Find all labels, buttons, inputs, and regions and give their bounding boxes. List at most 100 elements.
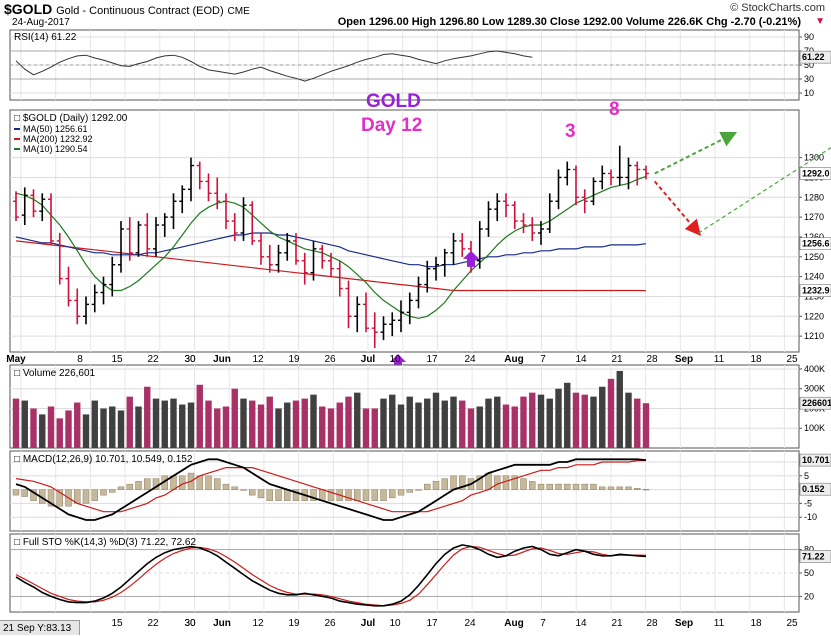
sto-title: □ Full STO %K(14,3) %D(3) 71.22, 72.62 — [14, 537, 196, 548]
x-tick-label-bottom: 26 — [324, 618, 336, 629]
volume-bar — [109, 407, 115, 449]
macd-histogram-bar — [591, 484, 597, 490]
volume-bar — [39, 414, 45, 448]
symbol-label: $GOLD Gold - Continuous Contract (EOD) C… — [4, 1, 250, 17]
volume-bar — [48, 407, 54, 449]
volume-bar — [433, 393, 439, 448]
volume-bar — [65, 410, 71, 448]
x-tick-label: 28 — [646, 354, 658, 365]
x-tick-label-bottom: 25 — [786, 618, 798, 629]
volume-bar — [555, 389, 561, 448]
macd-histogram-bar — [626, 487, 632, 490]
volume-bar — [573, 393, 579, 448]
macd-histogram-bar — [127, 484, 133, 490]
x-tick-label: Sep — [675, 354, 693, 365]
x-tick-label-bottom: Aug — [504, 618, 523, 629]
volume-bar — [83, 414, 89, 448]
x-tick-label-bottom: 12 — [252, 618, 264, 629]
macd-histogram-bar — [494, 476, 500, 490]
x-tick-label: 26 — [324, 354, 336, 365]
x-tick-label: 7 — [540, 354, 546, 365]
macd-histogram-bar — [556, 484, 562, 490]
x-tick-label: 30 — [184, 354, 196, 365]
volume-bar — [424, 399, 430, 448]
volume-bar — [503, 405, 509, 448]
macd-histogram-bar — [214, 479, 220, 490]
volume-bar — [188, 403, 194, 448]
x-tick-label-bottom: Sep — [675, 618, 693, 629]
exchange: CME — [228, 6, 250, 17]
x-tick-label: Aug — [504, 354, 523, 365]
price-current-label: 1292.0 — [802, 168, 830, 178]
macd-histogram-bar — [529, 481, 535, 489]
volume-bar — [407, 397, 413, 448]
rsi-current-label: 61.22 — [802, 52, 825, 62]
macd-histogram-bar — [144, 479, 150, 490]
rsi-axis-tick-label: 30 — [804, 74, 814, 84]
macd-histogram-bar — [206, 476, 212, 490]
x-tick-label: 24 — [464, 354, 476, 365]
macd-hist-current-label: 0.152 — [802, 484, 825, 494]
volume-bar — [13, 399, 19, 448]
header-date: 24-Aug-2017 — [12, 17, 70, 28]
macd-histogram-bar — [617, 487, 623, 490]
volume-bar — [363, 408, 369, 448]
x-tick-label: 18 — [750, 354, 762, 365]
macd-histogram-bar — [223, 484, 229, 490]
watermark: © StockCharts.com — [730, 2, 825, 14]
volume-bar — [547, 399, 553, 448]
macd-histogram-bar — [258, 490, 264, 498]
volume-bar — [512, 407, 518, 449]
volume-bar — [494, 397, 500, 448]
sto-axis-tick-label: 20 — [804, 591, 814, 601]
macd-histogram-bar — [118, 487, 124, 490]
volume-bar — [634, 399, 640, 448]
ma200-current-label: 1232.9 — [802, 286, 830, 296]
volume-bar — [599, 387, 605, 448]
x-tick-label: 8 — [77, 354, 83, 365]
macd-histogram-bar — [503, 476, 509, 490]
macd-histogram-bar — [22, 490, 28, 497]
macd-current-label: 10.701 — [802, 455, 830, 465]
volume-bar — [459, 401, 465, 448]
x-tick-label-bottom: 7 — [540, 618, 546, 629]
macd-histogram-bar — [241, 490, 247, 491]
x-tick-label: May — [6, 354, 26, 365]
volume-bar — [564, 383, 570, 448]
macd-histogram-bar — [354, 490, 360, 501]
volume-current-label: 226601 — [802, 398, 831, 408]
macd-histogram-bar — [319, 490, 325, 501]
x-tick-label-bottom: 18 — [750, 618, 762, 629]
description: Gold - Continuous Contract (EOD) — [56, 5, 224, 17]
macd-histogram-bar — [284, 490, 290, 501]
volume-bar — [608, 379, 614, 448]
volume-bar — [485, 399, 491, 448]
ma50-current-label: 1256.6 — [802, 239, 830, 249]
volume-bar — [415, 403, 421, 448]
volume-bar — [643, 403, 649, 448]
volume-bar — [450, 397, 456, 448]
macd-histogram-bar — [13, 490, 19, 496]
x-tick-label-bottom: 10 — [389, 618, 401, 629]
macd-histogram-bar — [136, 481, 142, 489]
macd-histogram-bar — [608, 487, 614, 490]
macd-axis-tick-label: 5 — [804, 471, 809, 481]
macd-histogram-bar — [547, 484, 553, 490]
volume-bar — [57, 418, 63, 448]
x-tick-label: 12 — [252, 354, 264, 365]
x-tick-label-bottom: Jun — [213, 618, 231, 629]
x-tick-label: 19 — [288, 354, 300, 365]
rsi-title: RSI(14) 61.22 — [14, 32, 77, 43]
volume-axis-tick-label: 300K — [804, 384, 825, 394]
volume-bar — [197, 385, 203, 448]
x-tick-label: 14 — [575, 354, 587, 365]
crosshair-readout: 21 Sep Y:83.13 — [0, 620, 80, 635]
legend-entry: MA(10) 1290.54 — [23, 144, 88, 154]
x-tick-label: Jun — [213, 354, 231, 365]
x-tick-label: 15 — [111, 354, 123, 365]
x-tick-label-bottom: 15 — [111, 618, 123, 629]
sto-axis-tick-label: 50 — [804, 568, 814, 578]
macd-histogram-bar — [643, 489, 649, 490]
macd-histogram-bar — [101, 490, 107, 496]
volume-bar — [74, 403, 80, 448]
